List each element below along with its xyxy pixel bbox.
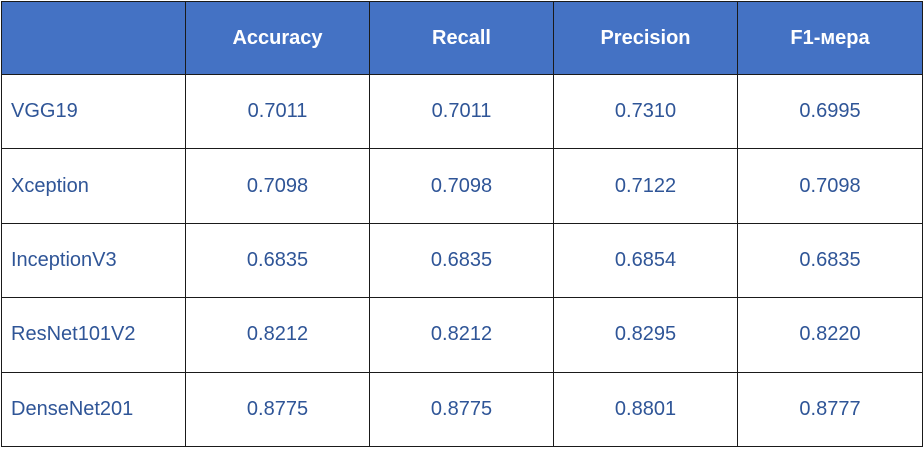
model-name-cell: DenseNet201 xyxy=(1,371,186,448)
header-row: Accuracy Recall Precision F1-мера xyxy=(1,1,923,75)
precision-cell: 0.7310 xyxy=(553,73,738,150)
precision-cell: 0.8295 xyxy=(553,297,738,373)
table-row: InceptionV3 0.6835 0.6835 0.6854 0.6835 xyxy=(1,222,923,299)
table-row: Xception 0.7098 0.7098 0.7122 0.7098 xyxy=(1,148,923,224)
table-row: VGG19 0.7011 0.7011 0.7310 0.6995 xyxy=(1,73,923,150)
accuracy-cell: 0.6835 xyxy=(185,222,370,299)
table-row: ResNet101V2 0.8212 0.8212 0.8295 0.8220 xyxy=(1,297,923,373)
recall-cell: 0.8775 xyxy=(369,371,554,448)
header-cell-f1: F1-мера xyxy=(737,1,923,75)
header-cell-recall: Recall xyxy=(369,1,554,75)
f1-cell: 0.7098 xyxy=(737,148,923,224)
recall-cell: 0.6835 xyxy=(369,222,554,299)
recall-cell: 0.8212 xyxy=(369,297,554,373)
f1-cell: 0.6835 xyxy=(737,222,923,299)
f1-cell: 0.8777 xyxy=(737,371,923,448)
model-name-cell: InceptionV3 xyxy=(1,222,186,299)
model-name-cell: VGG19 xyxy=(1,73,186,150)
precision-cell: 0.6854 xyxy=(553,222,738,299)
header-cell-accuracy: Accuracy xyxy=(185,1,370,75)
model-name-cell: Xception xyxy=(1,148,186,224)
accuracy-cell: 0.8775 xyxy=(185,371,370,448)
f1-cell: 0.6995 xyxy=(737,73,923,150)
precision-cell: 0.7122 xyxy=(553,148,738,224)
accuracy-cell: 0.7011 xyxy=(185,73,370,150)
precision-cell: 0.8801 xyxy=(553,371,738,448)
header-cell-model xyxy=(1,1,186,75)
table-row: DenseNet201 0.8775 0.8775 0.8801 0.8777 xyxy=(1,371,923,448)
model-name-cell: ResNet101V2 xyxy=(1,297,186,373)
accuracy-cell: 0.7098 xyxy=(185,148,370,224)
accuracy-cell: 0.8212 xyxy=(185,297,370,373)
recall-cell: 0.7098 xyxy=(369,148,554,224)
header-cell-precision: Precision xyxy=(553,1,738,75)
recall-cell: 0.7011 xyxy=(369,73,554,150)
f1-cell: 0.8220 xyxy=(737,297,923,373)
